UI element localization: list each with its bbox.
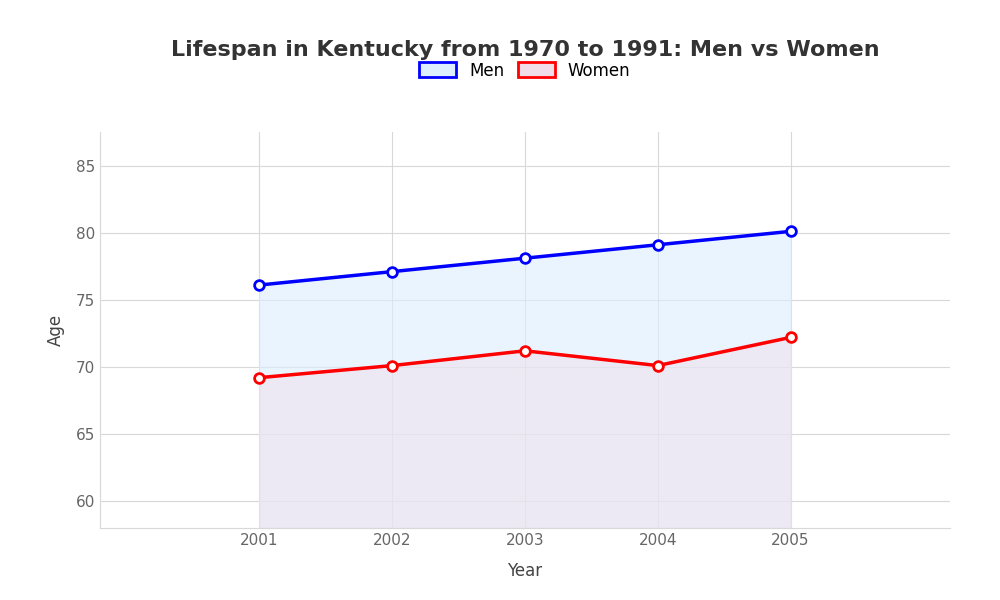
Title: Lifespan in Kentucky from 1970 to 1991: Men vs Women: Lifespan in Kentucky from 1970 to 1991: …	[171, 40, 879, 59]
Y-axis label: Age: Age	[47, 314, 65, 346]
Legend: Men, Women: Men, Women	[411, 53, 639, 88]
X-axis label: Year: Year	[507, 562, 543, 580]
